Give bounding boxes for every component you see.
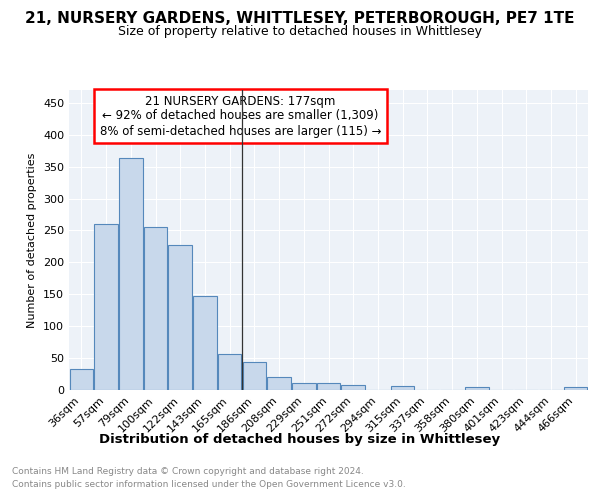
Bar <box>292 383 316 390</box>
Text: 21, NURSERY GARDENS, WHITTLESEY, PETERBOROUGH, PE7 1TE: 21, NURSERY GARDENS, WHITTLESEY, PETERBO… <box>25 11 575 26</box>
Bar <box>268 377 291 390</box>
Bar <box>144 226 167 390</box>
Bar <box>119 158 143 390</box>
Bar <box>465 388 488 390</box>
Text: Contains HM Land Registry data © Crown copyright and database right 2024.: Contains HM Land Registry data © Crown c… <box>12 468 364 476</box>
Bar <box>193 296 217 390</box>
Bar <box>70 369 93 390</box>
Bar <box>94 224 118 390</box>
Text: Size of property relative to detached houses in Whittlesey: Size of property relative to detached ho… <box>118 25 482 38</box>
Text: Contains public sector information licensed under the Open Government Licence v3: Contains public sector information licen… <box>12 480 406 489</box>
Bar <box>218 354 241 390</box>
Y-axis label: Number of detached properties: Number of detached properties <box>28 152 37 328</box>
Bar <box>391 386 415 390</box>
Bar <box>564 388 587 390</box>
Text: 21 NURSERY GARDENS: 177sqm
← 92% of detached houses are smaller (1,309)
8% of se: 21 NURSERY GARDENS: 177sqm ← 92% of deta… <box>100 94 381 138</box>
Bar <box>169 245 192 390</box>
Text: Distribution of detached houses by size in Whittlesey: Distribution of detached houses by size … <box>100 432 500 446</box>
Bar <box>242 362 266 390</box>
Bar <box>317 383 340 390</box>
Bar <box>341 385 365 390</box>
